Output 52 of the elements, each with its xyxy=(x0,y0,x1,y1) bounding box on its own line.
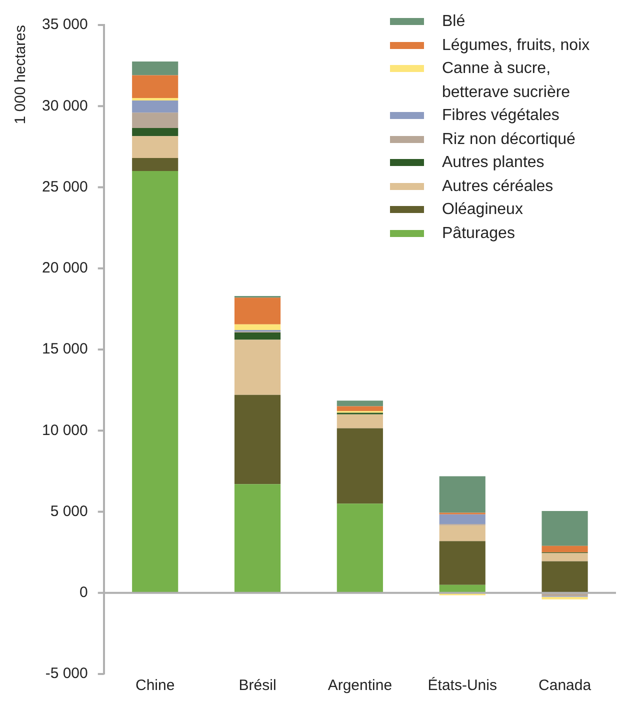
bar xyxy=(234,340,281,395)
bar xyxy=(336,504,383,593)
legend-label: Canne à sucre, betterave sucrière xyxy=(442,59,572,102)
bar xyxy=(132,62,178,76)
legend-label: Riz non décortiqué xyxy=(442,130,576,150)
x-tick-label: Chine xyxy=(135,677,175,694)
y-tick-label: 35 000 xyxy=(42,16,88,34)
bar xyxy=(336,428,383,504)
bar xyxy=(439,476,486,513)
bar xyxy=(132,128,178,136)
bar xyxy=(439,541,486,585)
bar xyxy=(336,406,383,412)
y-tick-label: 5 000 xyxy=(50,502,88,520)
y-tick-label: 25 000 xyxy=(42,178,88,196)
bar xyxy=(542,510,588,546)
bar xyxy=(132,171,178,593)
bar xyxy=(336,400,383,406)
bar xyxy=(132,112,178,128)
legend-label: Fibres végétales xyxy=(442,106,560,126)
legend-label: Oléagineux xyxy=(442,200,523,220)
bar xyxy=(132,75,178,98)
y-axis-title: 1 000 hectares xyxy=(12,25,30,124)
x-tick-label: États-Unis xyxy=(428,676,497,694)
bar xyxy=(542,596,588,600)
legend-label: Autres plantes xyxy=(442,153,544,173)
y-tick-label: 20 000 xyxy=(42,260,88,277)
y-tick-label: -5 000 xyxy=(45,665,88,682)
y-tick-label: 15 000 xyxy=(42,340,88,358)
bar xyxy=(542,553,588,562)
bar xyxy=(234,298,281,324)
bar xyxy=(542,561,588,592)
x-tick-label: Argentine xyxy=(328,677,392,694)
bar xyxy=(439,514,486,524)
bar xyxy=(234,484,281,593)
bar xyxy=(336,414,383,428)
y-tick-label: 0 xyxy=(80,584,88,602)
y-tick-label: 30 000 xyxy=(42,97,88,114)
x-tick-label: Brésil xyxy=(238,677,276,694)
legend-label: Autres céréales xyxy=(442,176,554,196)
x-tick-label: Canada xyxy=(538,677,592,694)
bar xyxy=(234,394,281,484)
legend-label: Blé xyxy=(442,12,466,32)
bar xyxy=(234,332,281,340)
legend-label: Légumes, fruits, noix xyxy=(442,36,590,56)
y-tick-label: 10 000 xyxy=(42,422,88,439)
bar xyxy=(132,100,178,113)
bar xyxy=(132,158,178,172)
bar xyxy=(439,525,486,542)
bar xyxy=(234,324,281,330)
bar xyxy=(132,136,178,158)
bar xyxy=(542,546,588,552)
legend-label: Pâturages xyxy=(442,224,515,244)
